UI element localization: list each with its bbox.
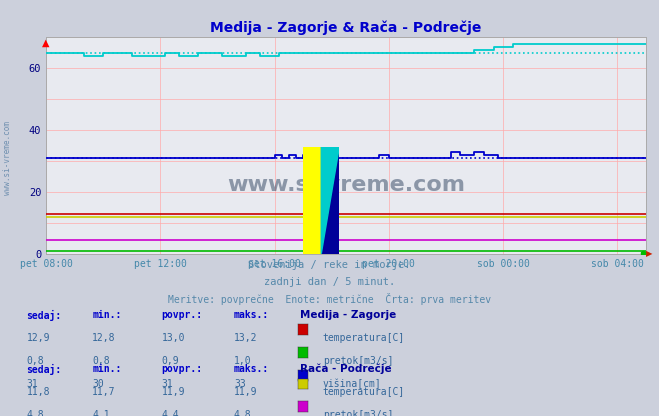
Polygon shape [322, 146, 339, 254]
Polygon shape [322, 146, 339, 254]
Text: 12,8: 12,8 [92, 333, 116, 343]
Text: ▲: ▲ [42, 37, 50, 47]
Text: 11,7: 11,7 [92, 387, 116, 397]
Text: Medija - Zagorje: Medija - Zagorje [300, 310, 396, 320]
Text: www.si-vreme.com: www.si-vreme.com [3, 121, 13, 195]
Text: 12,9: 12,9 [26, 333, 50, 343]
Text: 13,0: 13,0 [161, 333, 185, 343]
Text: Slovenija / reke in morje.: Slovenija / reke in morje. [248, 260, 411, 270]
Text: Rača - Podrečje: Rača - Podrečje [300, 364, 391, 374]
Text: zadnji dan / 5 minut.: zadnji dan / 5 minut. [264, 277, 395, 287]
Text: Meritve: povprečne  Enote: metrične  Črta: prva meritev: Meritve: povprečne Enote: metrične Črta:… [168, 293, 491, 305]
Text: www.si-vreme.com: www.si-vreme.com [227, 175, 465, 195]
Text: temperatura[C]: temperatura[C] [323, 387, 405, 397]
Text: 11,9: 11,9 [234, 387, 258, 397]
Text: 4,8: 4,8 [26, 410, 44, 416]
Text: 31: 31 [161, 379, 173, 389]
Text: 4,1: 4,1 [92, 410, 110, 416]
Text: 11,8: 11,8 [26, 387, 50, 397]
Text: 30: 30 [92, 379, 104, 389]
Text: 4,4: 4,4 [161, 410, 179, 416]
Text: 1,0: 1,0 [234, 356, 252, 366]
Text: temperatura[C]: temperatura[C] [323, 333, 405, 343]
Text: sedaj:: sedaj: [26, 364, 61, 375]
Bar [303, 146, 322, 254]
Text: 0,8: 0,8 [92, 356, 110, 366]
Text: sedaj:: sedaj: [26, 310, 61, 321]
Text: ▶: ▶ [646, 249, 652, 258]
Text: 31: 31 [26, 379, 38, 389]
Text: povpr.:: povpr.: [161, 364, 202, 374]
Text: maks.:: maks.: [234, 310, 269, 320]
Text: min.:: min.: [92, 310, 122, 320]
Text: 33: 33 [234, 379, 246, 389]
Text: višina[cm]: višina[cm] [323, 379, 382, 389]
Text: pretok[m3/s]: pretok[m3/s] [323, 356, 393, 366]
Text: 0,9: 0,9 [161, 356, 179, 366]
Text: 0,8: 0,8 [26, 356, 44, 366]
Text: 13,2: 13,2 [234, 333, 258, 343]
Text: povpr.:: povpr.: [161, 310, 202, 320]
Text: 4,8: 4,8 [234, 410, 252, 416]
Text: maks.:: maks.: [234, 364, 269, 374]
Title: Medija - Zagorje & Rača - Podrečje: Medija - Zagorje & Rača - Podrečje [210, 20, 482, 35]
Text: min.:: min.: [92, 364, 122, 374]
Text: 11,9: 11,9 [161, 387, 185, 397]
Text: pretok[m3/s]: pretok[m3/s] [323, 410, 393, 416]
